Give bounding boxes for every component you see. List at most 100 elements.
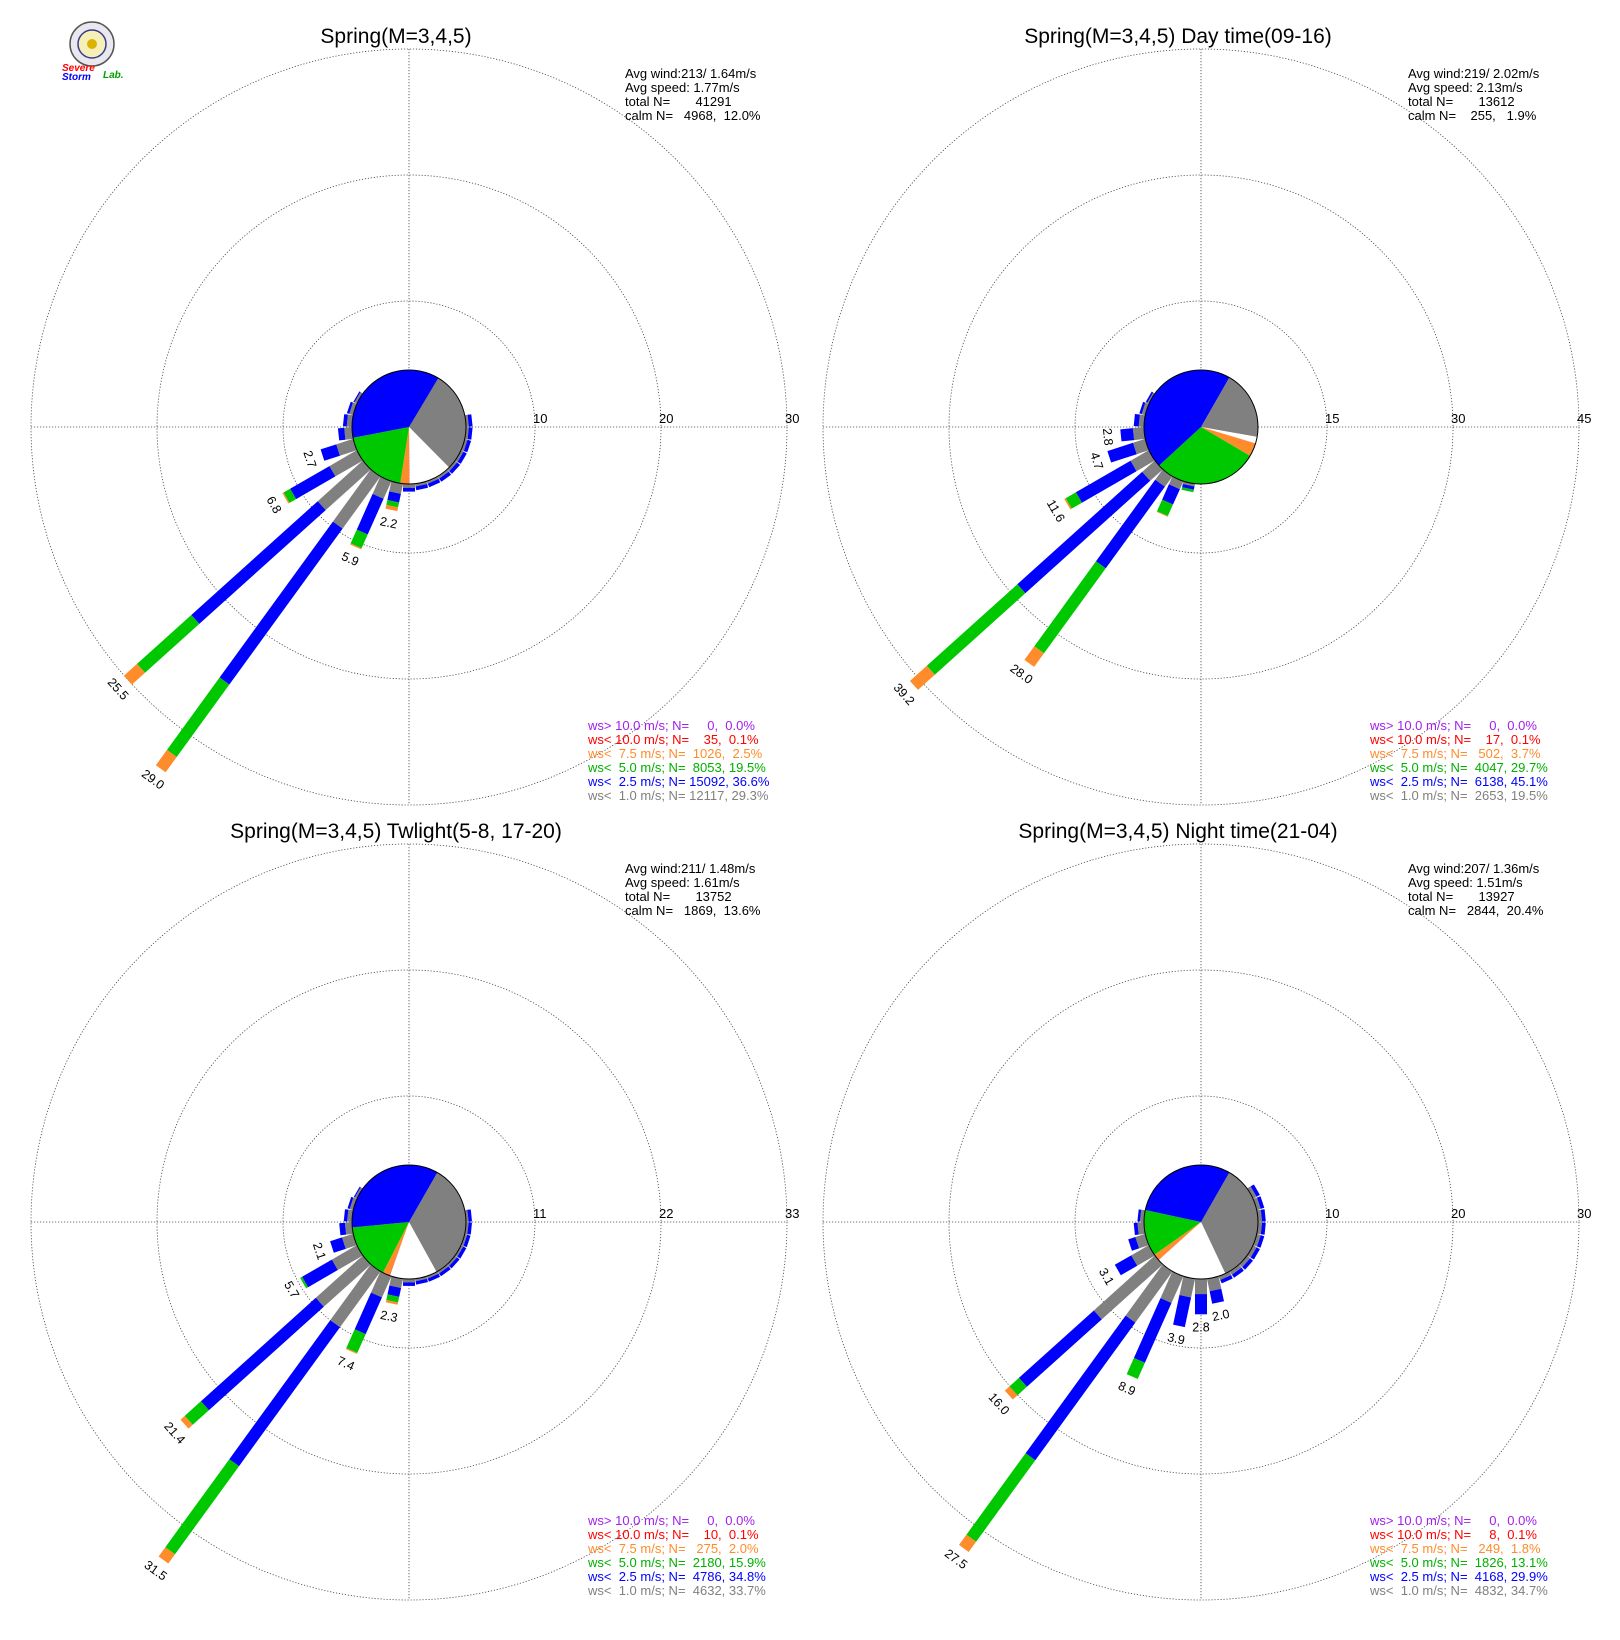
petal-segment [385, 1300, 398, 1305]
petal-value-label: 2.8 [1192, 1321, 1209, 1335]
petal-segment [467, 1209, 472, 1222]
petal-segment [1137, 1209, 1142, 1222]
petal-segment [403, 484, 415, 488]
petal-segment [465, 1222, 469, 1235]
petal-segment [1133, 1298, 1172, 1363]
petal-value-label: 3.1 [1096, 1266, 1117, 1288]
petal-segment [346, 1329, 366, 1353]
petal-segment [437, 469, 449, 479]
petal-segment [1107, 442, 1137, 463]
petal-segment [389, 1276, 403, 1288]
petal-segment [426, 476, 439, 484]
petal-segment [1239, 1255, 1251, 1268]
petal-segment [1179, 1276, 1195, 1298]
petal-segment [1137, 1222, 1145, 1235]
petal-value-label: 2.0 [1211, 1307, 1231, 1324]
petal-segment [415, 481, 428, 487]
rose-plot: 10 20 302.02.83.98.927.516.03.1 [822, 843, 1591, 1601]
petal-segment [1250, 1184, 1260, 1197]
wind-rose-panel-spring-twilight: Spring(M=3,4,5) Twlight(5-8, 17-20) 11 22… [30, 820, 799, 1601]
ring-label: 20 [1451, 1206, 1465, 1221]
petal-segment [1253, 1233, 1261, 1247]
petal-segment [337, 427, 346, 441]
petal-segment [1242, 1258, 1253, 1270]
legend-ws-lt-2-5: ws< 2.5 m/s; N= 6138, 45.1% [1369, 774, 1548, 789]
petal-segment [165, 1459, 239, 1555]
pie-slice [1159, 427, 1251, 485]
legend-ws-lt-10: ws< 10.0 m/s; N= 10, 0.1% [587, 1527, 759, 1542]
petal-segment [137, 615, 200, 673]
petal-segment [219, 521, 343, 685]
legend-ws-lt-7-5: ws< 7.5 m/s; N= 502, 3.7% [1369, 746, 1541, 761]
stat-avg-wind: Avg wind:211/ 1.48m/s [625, 861, 756, 876]
rose-plot: 10 20 302.25.929.025.56.82.7 [30, 48, 799, 806]
pie-slice [1201, 427, 1256, 444]
petal-segment [1260, 1222, 1266, 1235]
petal-segment [1093, 1255, 1163, 1320]
legend-ws-lt-7-5: ws< 7.5 m/s; N= 1026, 2.5% [587, 746, 763, 761]
petal-segment [1139, 401, 1146, 415]
legend-ws-lt-5: ws< 5.0 m/s; N= 4047, 29.7% [1369, 760, 1548, 775]
ring-label: 33 [785, 1206, 799, 1221]
logo-text-lab: Lab. [103, 70, 124, 81]
petal-segment [386, 500, 400, 508]
petal-segment [461, 438, 468, 452]
petal-segment [339, 1222, 347, 1236]
ring-label: 10 [1325, 1206, 1339, 1221]
petal-segment [1141, 402, 1149, 416]
petal-segment [427, 478, 441, 488]
petal-value-label: 2.2 [379, 514, 399, 531]
petal-segment [1162, 484, 1180, 505]
stat-calm-n: calm N= 1869, 13.6% [625, 903, 761, 918]
petal-segment [457, 1246, 467, 1259]
petal-value-label: 7.4 [335, 1354, 357, 1374]
petal-segment [1017, 471, 1151, 594]
petal-segment [1182, 481, 1195, 487]
petal-segment [356, 493, 384, 535]
petal-segment [1133, 438, 1149, 455]
stats-block: Avg wind:211/ 1.48m/s Avg speed: 1.61m/s… [625, 861, 761, 918]
petal-segment [1064, 498, 1072, 510]
legend-ws-lt-7-5: ws< 7.5 m/s; N= 275, 2.0% [587, 1541, 759, 1556]
pie-slice [1201, 1172, 1258, 1274]
panel-title: Spring(M=3,4,5) Night time(21-04) [1018, 820, 1337, 843]
petal-segment [1120, 428, 1135, 442]
petal-segment [449, 462, 461, 474]
petal-segment [909, 665, 935, 690]
pie-slice [1158, 1222, 1201, 1260]
petal-segment [1114, 1255, 1138, 1276]
petal-segment [1142, 460, 1163, 481]
legend-ws-lt-1: ws< 1.0 m/s; N= 12117, 29.3% [587, 788, 769, 803]
petal-segment [1133, 414, 1140, 427]
stat-avg-wind: Avg wind:213/ 1.64m/s [625, 66, 757, 81]
petal-segment [403, 1279, 415, 1283]
petal-segment [455, 450, 464, 462]
petal-value-label: 31.5 [142, 1558, 170, 1584]
petal-segment [1145, 391, 1154, 403]
petal-segment [336, 438, 357, 456]
stat-avg-speed: Avg speed: 1.77m/s [625, 80, 740, 95]
petal-segment [1034, 561, 1106, 654]
legend-ws-lt-5: ws< 5.0 m/s; N= 8053, 19.5% [587, 760, 766, 775]
petal-segment [180, 1415, 193, 1429]
legend: ws> 10.0 m/s; N= 0, 0.0% ws< 10.0 m/s; N… [587, 718, 770, 803]
range-ring [822, 48, 1580, 806]
panel-title: Spring(M=3,4,5) Twlight(5-8, 17-20) [230, 820, 562, 843]
logo-text-storm: Storm [62, 72, 91, 83]
stat-total-n: total N= 13927 [1408, 889, 1515, 904]
legend-ws-lt-2-5: ws< 2.5 m/s; N= 4786, 34.8% [587, 1569, 766, 1584]
petal-segment [403, 1282, 415, 1286]
rose-plot: 11 22 332.37.431.521.45.72.1 [30, 843, 799, 1601]
petal-segment [1135, 1233, 1149, 1249]
petal-segment [344, 1222, 353, 1235]
stats-block: Avg wind:219/ 2.02m/s Avg speed: 2.13m/s… [1408, 66, 1540, 123]
petal-segment [966, 1453, 1036, 1542]
petal-segment [1173, 1295, 1192, 1328]
pie-outline [1143, 1164, 1259, 1280]
stat-avg-speed: Avg speed: 1.51m/s [1408, 875, 1523, 890]
petal-segment [329, 450, 363, 477]
pie-slice [351, 370, 439, 438]
stats-block: Avg wind:213/ 1.64m/s Avg speed: 1.77m/s… [625, 66, 761, 123]
petal-segment [439, 471, 452, 482]
petal-segment [344, 427, 353, 440]
